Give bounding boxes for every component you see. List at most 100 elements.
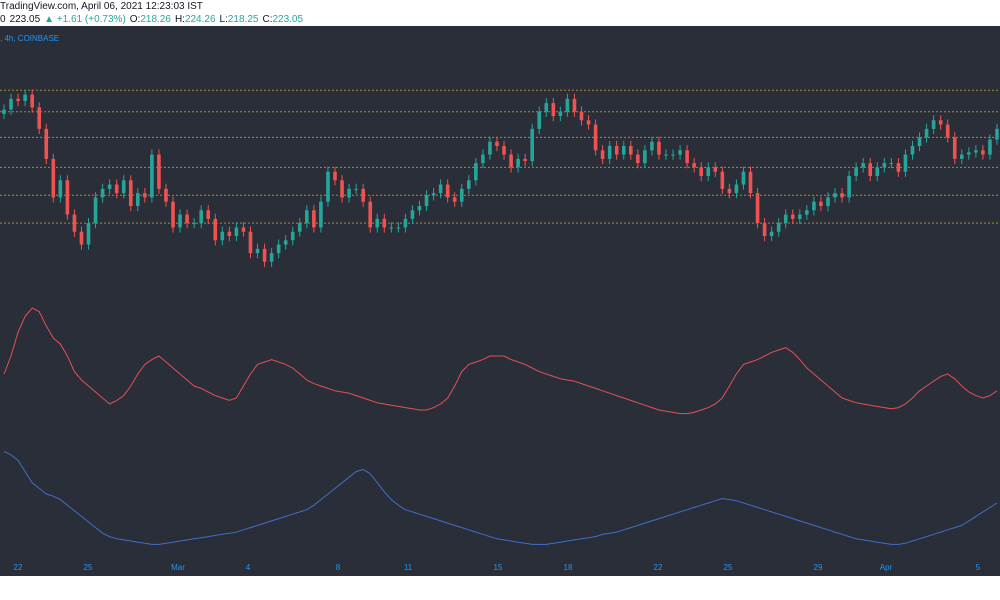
candle-body <box>805 210 809 215</box>
candle-body <box>403 218 408 228</box>
candle-body <box>509 154 513 168</box>
candle-body <box>938 120 943 125</box>
candle-body <box>185 214 189 224</box>
source-line: TradingView.com, April 06, 2021 12:23:03… <box>0 0 203 13</box>
candle-body <box>790 214 795 219</box>
candle-body <box>931 120 936 129</box>
low-value: 218.25 <box>227 14 259 25</box>
candle-body <box>452 197 457 202</box>
candle-body <box>248 231 253 254</box>
candle-body <box>157 154 161 189</box>
candle-body <box>474 163 478 181</box>
candle-body <box>516 158 520 168</box>
chart-header: TradingView.com, April 06, 2021 12:23:03… <box>0 0 1000 26</box>
candle-body <box>347 188 351 198</box>
candle-body <box>51 158 56 198</box>
candle-body <box>896 163 901 172</box>
close-label: C: <box>262 14 273 25</box>
candle-body <box>776 223 781 232</box>
candle-body <box>143 193 147 198</box>
candle-body <box>283 240 288 245</box>
candle-body <box>502 146 506 155</box>
candle-body <box>812 201 816 211</box>
candle-body <box>382 218 387 228</box>
x-tick-label: 25 <box>84 563 93 572</box>
candle-body <box>438 184 443 194</box>
candle-body <box>974 150 978 153</box>
candle-body <box>720 171 725 189</box>
close-value: 223.05 <box>272 14 304 25</box>
candle-body <box>16 98 20 101</box>
x-tick-label: 11 <box>404 563 413 572</box>
candle-body <box>389 227 394 229</box>
candle-body <box>671 154 675 156</box>
candle-body <box>326 171 330 202</box>
candle-body <box>565 98 570 112</box>
candle-body <box>537 111 542 129</box>
candle-body <box>396 227 401 229</box>
candle-body <box>952 137 957 159</box>
candle-body <box>798 214 802 219</box>
candle-body <box>755 193 760 224</box>
candle-body <box>417 206 422 211</box>
candle-body <box>368 201 373 228</box>
candle-body <box>833 193 837 198</box>
candle-body <box>206 210 211 219</box>
candle-body <box>2 109 6 114</box>
x-tick-label: 5 <box>976 563 981 572</box>
candle-body <box>621 146 626 155</box>
oscillator-red-line <box>3 307 998 415</box>
candle-body <box>171 201 175 228</box>
candle-body <box>23 94 27 101</box>
price-change: ▲ +1.61 (+0.73%) <box>44 14 126 25</box>
source-text: TradingView.com, April 06, 2021 12:23:03… <box>0 1 203 12</box>
chart-canvas: 22 25 Mar 4 8 11 15 18 22 25 29 Apr 5 <box>0 89 1000 572</box>
footer-bar <box>0 576 1000 600</box>
high-label: H: <box>174 14 185 25</box>
candle-body <box>58 180 63 198</box>
candle-body <box>579 111 584 121</box>
candle-body <box>523 158 527 161</box>
candle-body <box>910 146 915 155</box>
candle-body <box>459 188 464 202</box>
candle-body <box>276 244 281 254</box>
candle-body <box>917 137 922 146</box>
x-tick-label: 4 <box>246 563 251 572</box>
candle-body <box>86 223 91 245</box>
candle-body <box>678 150 682 155</box>
candle-body <box>551 103 556 116</box>
candle-body <box>854 167 858 176</box>
candle-body <box>241 227 246 232</box>
x-tick-label: 18 <box>564 563 573 572</box>
candle-body <box>255 248 260 254</box>
candle-body <box>178 214 182 228</box>
candle-body <box>199 210 203 224</box>
candle-body <box>445 184 450 198</box>
oscillator-blue-line <box>3 450 998 545</box>
candle-body <box>65 180 70 215</box>
candle-body <box>636 154 640 164</box>
candle-body <box>889 163 894 165</box>
candle-body <box>628 146 633 155</box>
candle-body <box>297 223 302 232</box>
candle-body <box>213 218 218 241</box>
open-value: 218.26 <box>140 14 171 25</box>
candle-body <box>769 231 774 236</box>
candle-body <box>340 180 344 198</box>
candle-body <box>762 223 767 236</box>
candle-body <box>37 107 42 129</box>
candle-body <box>882 163 887 168</box>
chart-area <box>0 26 1000 576</box>
candle-body <box>467 180 471 189</box>
candle-body <box>903 154 908 172</box>
x-tick-label: 22 <box>654 563 663 572</box>
candle-body <box>650 141 654 151</box>
candle-body <box>593 124 598 151</box>
candle-body <box>657 141 661 155</box>
candle-body <box>600 150 605 159</box>
candle-body <box>643 150 647 164</box>
candle-body <box>128 180 133 206</box>
candle-body <box>121 180 126 194</box>
candle-body <box>44 128 49 159</box>
candle-body <box>136 193 140 206</box>
